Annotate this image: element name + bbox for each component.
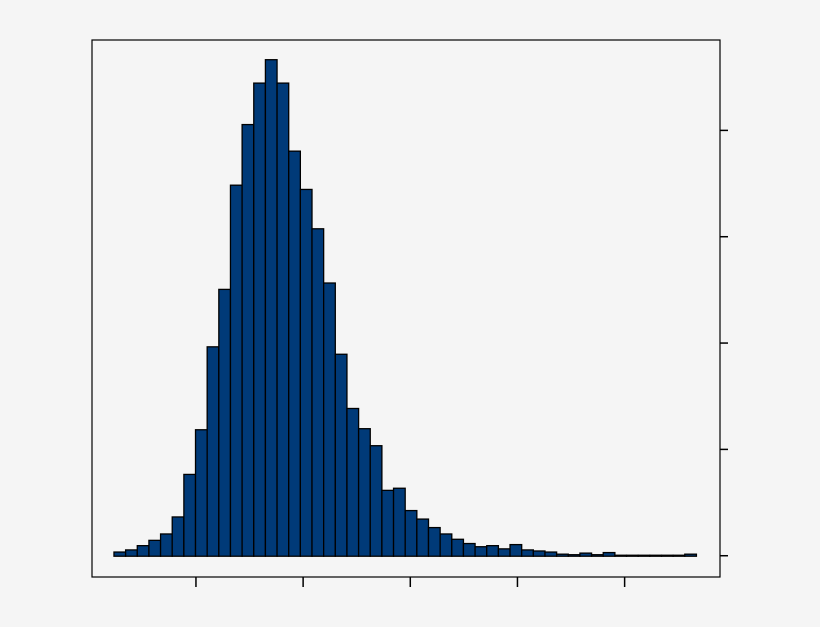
histogram-bar xyxy=(218,288,232,557)
histogram-bar xyxy=(171,516,185,557)
histogram-bar xyxy=(253,82,267,557)
histogram-bar xyxy=(404,509,418,557)
histogram-bar xyxy=(346,407,360,557)
histogram-bar xyxy=(427,526,441,557)
histogram-bar xyxy=(544,551,558,557)
histogram-bar xyxy=(323,282,336,557)
histogram-bar xyxy=(439,533,453,557)
histogram-bar xyxy=(392,487,406,557)
histogram-bar xyxy=(625,554,639,557)
histogram-bar xyxy=(369,445,383,557)
histogram-bar xyxy=(416,518,430,557)
histogram-bar xyxy=(159,533,173,557)
histogram-bar xyxy=(206,346,220,557)
histogram-bar xyxy=(672,554,686,557)
histogram-bar xyxy=(555,553,569,557)
histogram-bar xyxy=(334,353,348,557)
histogram-bar xyxy=(497,548,511,557)
histogram-bar xyxy=(649,554,663,557)
histogram-bar xyxy=(381,489,395,557)
histogram-bar xyxy=(299,188,313,557)
y-axis-ticks xyxy=(720,129,728,557)
histogram-bar xyxy=(637,554,651,557)
histogram-bar xyxy=(614,554,628,557)
histogram-bar xyxy=(113,551,127,557)
histogram-bar xyxy=(509,543,523,557)
bars xyxy=(113,59,698,557)
histogram-bar xyxy=(148,539,162,557)
histogram-bar xyxy=(194,429,208,557)
histogram-bar xyxy=(660,554,674,557)
histogram-bar xyxy=(288,150,302,557)
histogram-bar xyxy=(241,123,255,557)
histogram-bar xyxy=(136,545,150,557)
histogram-bar xyxy=(264,59,278,557)
histogram-bar xyxy=(124,549,138,557)
histogram-bar xyxy=(521,549,534,557)
histogram-bar xyxy=(276,82,290,557)
histogram-bar xyxy=(567,554,581,557)
histogram-bar xyxy=(183,473,197,557)
x-axis-ticks xyxy=(195,577,626,587)
histogram-bar xyxy=(579,552,593,557)
histogram-bar xyxy=(229,184,243,557)
histogram-bar xyxy=(462,542,476,557)
histogram-bar xyxy=(311,228,325,557)
histogram-bar xyxy=(486,545,500,557)
histogram-bar xyxy=(532,550,546,557)
histogram-bar xyxy=(357,428,371,557)
histogram-bar xyxy=(602,551,616,557)
histogram-bar xyxy=(451,538,465,557)
histogram-bar xyxy=(590,554,604,557)
histogram-bar xyxy=(684,553,698,557)
histogram-bar xyxy=(474,546,488,557)
